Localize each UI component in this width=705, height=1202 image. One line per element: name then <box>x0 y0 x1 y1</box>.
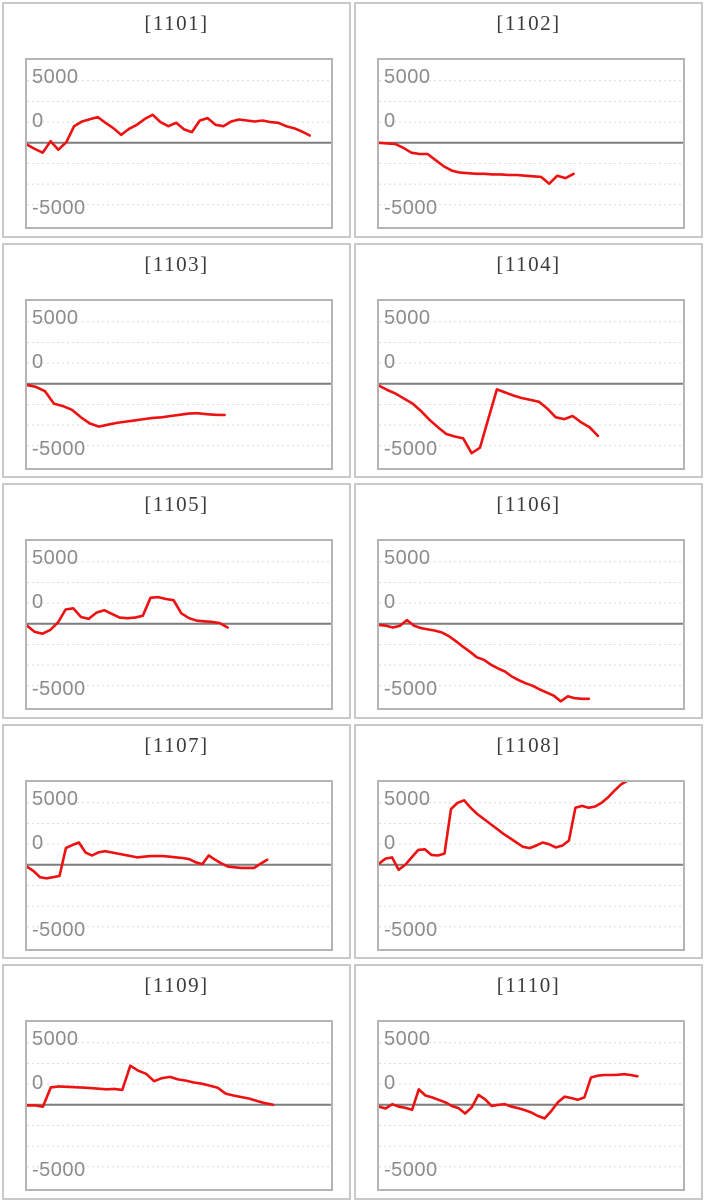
y-tick-0: 0 <box>32 350 44 373</box>
plot-area: 5000 0 -5000 <box>25 1020 333 1192</box>
line-chart <box>27 80 331 206</box>
chart-panel: [1110] 5000 0 -5000 <box>354 964 703 1200</box>
plot-area: 5000 0 -5000 <box>25 539 333 711</box>
line-chart <box>27 802 331 928</box>
y-tick-0: 0 <box>32 831 44 854</box>
line-chart <box>27 320 331 446</box>
plot-area: 5000 0 -5000 <box>377 58 685 229</box>
chart-title: [1103] <box>144 251 209 276</box>
y-tick-5000: 5000 <box>32 1028 79 1051</box>
line-chart <box>379 1042 683 1168</box>
plot-area: 5000 0 -5000 <box>25 779 333 951</box>
chart-panel: [1104] 5000 0 -5000 <box>354 242 703 479</box>
y-tick-neg-5000: -5000 <box>32 918 86 941</box>
line-chart <box>379 781 683 928</box>
plot-area: 5000 0 -5000 <box>25 58 333 229</box>
y-tick-0: 0 <box>32 110 44 132</box>
chart-panel: [1107] 5000 0 -5000 <box>2 723 351 960</box>
plot-area: 5000 0 -5000 <box>377 298 685 470</box>
y-tick-5000: 5000 <box>32 787 79 810</box>
plot-area: 5000 0 -5000 <box>377 779 685 951</box>
line-chart <box>379 320 683 455</box>
chart-panel: [1106] 5000 0 -5000 <box>354 483 703 719</box>
y-tick-neg-5000: -5000 <box>384 678 438 701</box>
y-tick-5000: 5000 <box>384 306 431 329</box>
y-tick-neg-5000: -5000 <box>32 437 86 460</box>
line-chart <box>27 1042 331 1168</box>
y-tick-5000: 5000 <box>384 547 431 570</box>
y-tick-neg-5000: -5000 <box>384 1159 438 1182</box>
chart-panel: [1109] 5000 0 -5000 <box>2 964 351 1200</box>
y-tick-0: 0 <box>384 591 396 614</box>
y-tick-5000: 5000 <box>32 66 79 88</box>
chart-title: [1107] <box>144 732 209 757</box>
chart-panel: [1103] 5000 0 -5000 <box>2 242 351 479</box>
line-chart <box>27 561 331 687</box>
y-tick-neg-5000: -5000 <box>384 197 438 219</box>
chart-title: [1110] <box>496 973 561 998</box>
chart-title: [1106] <box>496 492 561 517</box>
plot-area: 5000 0 -5000 <box>377 1020 685 1192</box>
chart-title: [1104] <box>496 251 561 276</box>
y-tick-0: 0 <box>384 1072 396 1095</box>
y-tick-5000: 5000 <box>384 787 431 810</box>
y-tick-5000: 5000 <box>32 547 79 570</box>
y-tick-neg-5000: -5000 <box>384 918 438 941</box>
chart-panel: [1102] 5000 0 -5000 <box>354 2 703 238</box>
plot-area: 5000 0 -5000 <box>377 539 685 711</box>
y-tick-neg-5000: -5000 <box>32 1159 86 1182</box>
chart-panel: [1101] 5000 0 -5000 <box>2 2 351 238</box>
line-chart <box>379 561 683 703</box>
y-tick-0: 0 <box>384 831 396 854</box>
y-tick-5000: 5000 <box>32 306 79 329</box>
chart-panel: [1105] 5000 0 -5000 <box>2 483 351 719</box>
chart-title: [1108] <box>496 732 561 757</box>
plot-area: 5000 0 -5000 <box>25 298 333 470</box>
y-tick-0: 0 <box>384 350 396 373</box>
chart-title: [1105] <box>144 492 209 517</box>
y-tick-5000: 5000 <box>384 1028 431 1051</box>
y-tick-5000: 5000 <box>384 66 431 88</box>
y-tick-0: 0 <box>384 110 396 132</box>
chart-panel: [1108] 5000 0 -5000 <box>354 723 703 960</box>
y-tick-neg-5000: -5000 <box>384 437 438 460</box>
chart-title: [1101] <box>144 11 209 35</box>
chart-title: [1109] <box>144 973 209 998</box>
y-tick-0: 0 <box>32 591 44 614</box>
y-tick-neg-5000: -5000 <box>32 678 86 701</box>
y-tick-0: 0 <box>32 1072 44 1095</box>
chart-title: [1102] <box>496 11 561 35</box>
line-chart <box>379 80 683 206</box>
y-tick-neg-5000: -5000 <box>32 197 86 219</box>
